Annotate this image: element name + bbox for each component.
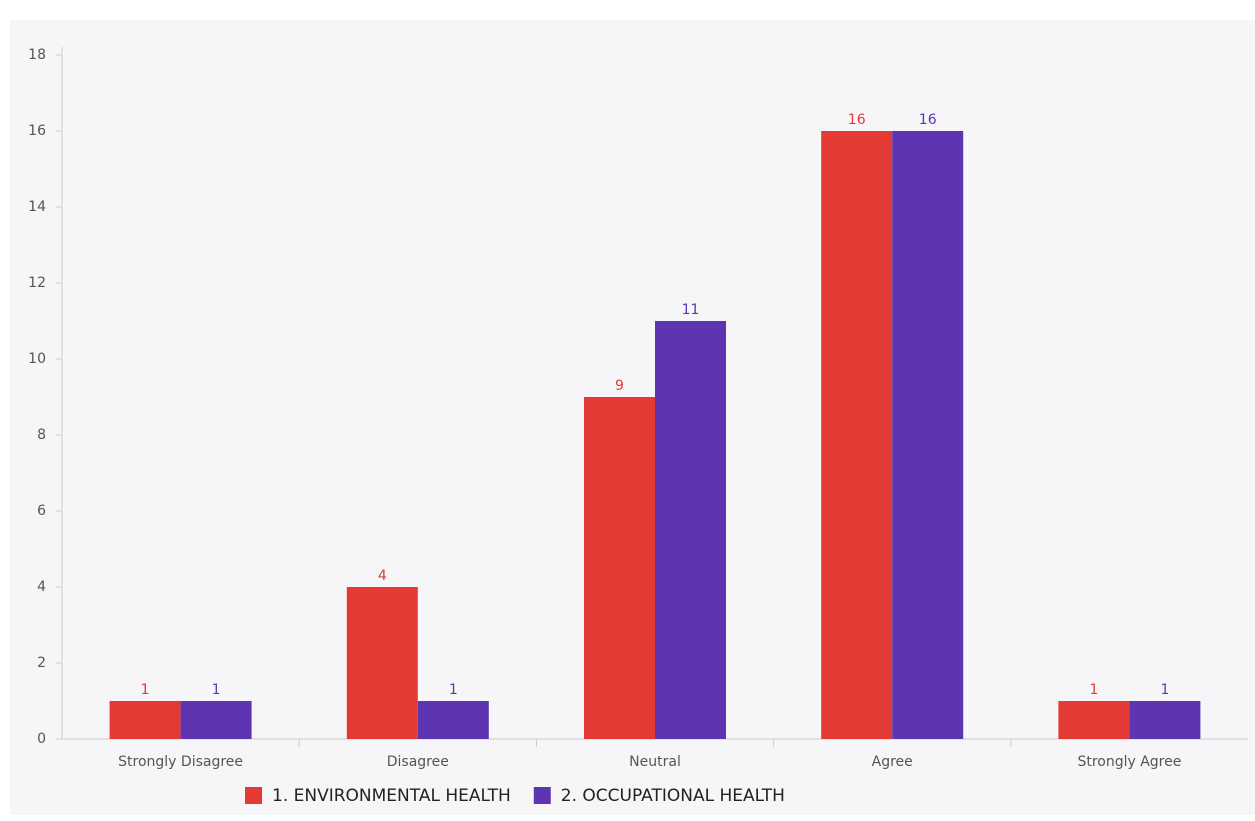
x-tick-label: Strongly Disagree (118, 754, 243, 770)
legend-swatch (533, 787, 551, 804)
y-tick-label: 2 (37, 655, 46, 671)
x-tick-label: Neutral (629, 754, 681, 770)
y-tick-label: 6 (37, 503, 46, 519)
legend-swatch (245, 787, 262, 804)
x-tick-label: Disagree (387, 754, 449, 770)
value-label: 1 (141, 682, 150, 698)
y-tick-label: 18 (28, 47, 46, 63)
value-label: 16 (919, 112, 937, 128)
value-label: 9 (615, 378, 624, 394)
y-tick-label: 16 (28, 123, 46, 139)
bar (346, 587, 418, 739)
value-label: 11 (682, 302, 700, 318)
y-tick-label: 8 (37, 427, 46, 443)
y-tick-label: 4 (37, 579, 46, 595)
value-label: 4 (378, 568, 387, 584)
bar (1129, 701, 1201, 739)
y-tick-label: 14 (28, 199, 46, 215)
y-tick-label: 10 (28, 351, 46, 367)
bar (417, 701, 489, 739)
bar (655, 321, 726, 739)
y-tick-label: 0 (37, 731, 46, 747)
bar (584, 397, 655, 739)
y-tick-label: 12 (28, 275, 46, 291)
bar (892, 131, 964, 739)
legend-label: 1. ENVIRONMENTAL HEALTH (272, 786, 511, 806)
value-label: 1 (212, 682, 221, 698)
x-tick-label: Strongly Agree (1077, 754, 1181, 770)
legend-label: 2. OCCUPATIONAL HEALTH (561, 786, 785, 806)
value-label: 16 (848, 112, 866, 128)
x-tick-label: Agree (872, 754, 913, 770)
bar (1058, 701, 1130, 739)
bar (180, 701, 252, 739)
bar (821, 131, 893, 739)
bar (109, 701, 181, 739)
value-label: 1 (1160, 682, 1169, 698)
value-label: 1 (1089, 682, 1098, 698)
value-label: 1 (449, 682, 458, 698)
